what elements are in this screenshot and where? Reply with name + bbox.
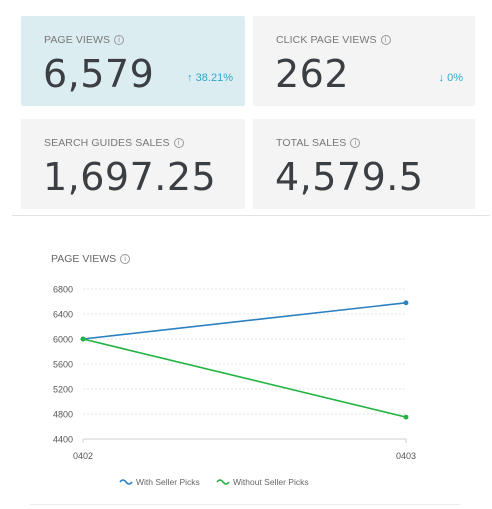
- page-views-line-chart: 4400 4800 5200 5600 6000 6400 6800 0402 0403 With…: [53, 285, 416, 488]
- metric-card-label: SEARCH GUIDES SALES i: [44, 137, 184, 149]
- metric-card-label: CLICK PAGE VIEWS i: [276, 34, 391, 46]
- y-tick-label: 6400: [53, 310, 73, 320]
- series-line-0: [82, 302, 407, 340]
- bottom-divider: [30, 504, 460, 505]
- chart-title: PAGE VIEWS i: [51, 253, 131, 265]
- series-point: [80, 336, 86, 342]
- metric-card-label: PAGE VIEWS i: [44, 34, 125, 46]
- legend-swatch-icon: [119, 479, 133, 485]
- metric-card-label: TOTAL SALES i: [276, 137, 361, 149]
- legend-label: Without Seller Picks: [233, 477, 309, 487]
- y-tick-label: 5200: [53, 385, 73, 395]
- metric-card-value: 262: [275, 52, 350, 96]
- metric-change-down: ↓ 0%: [438, 72, 463, 84]
- metric-card-value: 4,579.5: [275, 155, 424, 199]
- metric-card-click-page-views[interactable]: CLICK PAGE VIEWS i 262 ↓ 0%: [253, 16, 475, 106]
- x-tick-label: 0402: [73, 451, 93, 461]
- info-icon[interactable]: i: [114, 35, 125, 45]
- metric-card-search-guides-sales[interactable]: SEARCH GUIDES SALES i 1,697.25: [21, 119, 245, 209]
- info-icon[interactable]: i: [173, 138, 184, 148]
- metric-card-value: 6,579: [43, 52, 155, 96]
- series-line-1: [82, 338, 407, 418]
- info-icon[interactable]: i: [380, 35, 391, 45]
- info-icon[interactable]: i: [120, 254, 131, 264]
- y-tick-label: 5600: [53, 360, 73, 370]
- y-tick-label: 4400: [53, 435, 73, 445]
- series-point: [403, 414, 409, 420]
- y-tick-label: 6800: [53, 285, 73, 295]
- x-tick-label: 0403: [396, 451, 416, 461]
- metric-change-up: ↑ 38.21%: [187, 72, 233, 84]
- section-divider: [12, 215, 490, 216]
- series-point: [403, 300, 409, 306]
- legend-swatch-icon: [216, 479, 230, 485]
- metric-card-total-sales[interactable]: TOTAL SALES i 4,579.5: [253, 119, 475, 209]
- legend-label: With Seller Picks: [136, 477, 200, 487]
- y-tick-label: 6000: [53, 335, 73, 345]
- y-tick-label: 4800: [53, 410, 73, 420]
- info-icon[interactable]: i: [350, 138, 361, 148]
- metric-card-page-views[interactable]: PAGE VIEWS i 6,579 ↑ 38.21%: [21, 16, 245, 106]
- metric-card-value: 1,697.25: [43, 155, 217, 199]
